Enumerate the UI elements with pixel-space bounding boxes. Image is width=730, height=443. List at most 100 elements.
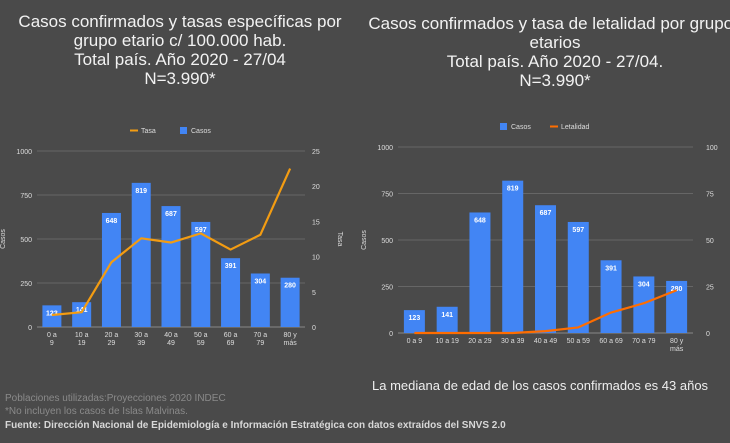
y-tick-label: 0 xyxy=(389,331,393,338)
y-tick-label: 500 xyxy=(381,238,393,245)
y-tick-label: 250 xyxy=(381,285,393,292)
bar xyxy=(535,205,556,333)
legend-label: Tasa xyxy=(141,128,156,135)
bar-data-label: 819 xyxy=(507,186,519,193)
bar-data-label: 648 xyxy=(106,218,118,225)
x-tick-label: 20 a 29 xyxy=(468,338,491,345)
bar-data-label: 597 xyxy=(572,227,584,234)
bar xyxy=(72,302,92,327)
y2-tick-label: 0 xyxy=(706,331,710,338)
title-line: Casos confirmados y tasas específicas po… xyxy=(18,12,342,31)
x-tick-label: 29 xyxy=(108,340,116,347)
bar-data-label: 648 xyxy=(474,217,486,224)
bar xyxy=(403,310,425,333)
line-series-letalidad xyxy=(414,289,678,335)
y-tick-label: 750 xyxy=(20,193,32,200)
legend-label: Casos xyxy=(191,128,211,135)
x-tick-label: 40 a 49 xyxy=(534,338,557,345)
x-tick-label: 60 a xyxy=(224,332,238,339)
y2-tick-label: 5 xyxy=(312,290,316,297)
legend-label: Letalidad xyxy=(561,124,590,131)
y2-tick-label: 25 xyxy=(706,285,714,292)
x-tick-label: 50 a 59 xyxy=(567,338,590,345)
y2-tick-label: 75 xyxy=(706,192,714,199)
bar-data-label: 597 xyxy=(195,227,207,234)
x-tick-label: 19 xyxy=(78,340,86,347)
title-line: Total país. Año 2020 - 27/04. xyxy=(446,52,664,71)
title-line: grupo etario c/ 100.000 hab. xyxy=(73,31,287,50)
y-axis-label: Casos xyxy=(0,229,7,249)
right-chart-title: Casos confirmados y tasa de letalidad po… xyxy=(365,14,730,90)
y2-tick-label: 100 xyxy=(706,145,718,152)
bar-data-label: 687 xyxy=(165,211,177,218)
bar xyxy=(436,306,458,333)
legend-label: Casos xyxy=(511,124,531,131)
x-tick-label: 0 a 9 xyxy=(407,338,423,345)
bar xyxy=(221,258,241,327)
bar xyxy=(567,221,589,333)
x-tick-label: más xyxy=(283,340,297,347)
bar xyxy=(131,182,151,327)
x-tick-label: 80 y xyxy=(283,332,297,339)
bar-data-label: 123 xyxy=(409,315,421,322)
median-note: La mediana de edad de los casos confirma… xyxy=(372,378,709,393)
x-tick-label: 10 a xyxy=(75,332,89,339)
left-chart-title: Casos confirmados y tasas específicas po… xyxy=(0,12,360,88)
x-tick-label: 0 a xyxy=(47,332,57,339)
line-series-tasa xyxy=(51,168,292,317)
bar xyxy=(469,212,491,333)
y-tick-label: 750 xyxy=(381,192,393,199)
title-line: Casos confirmados y tasa de letalidad po… xyxy=(368,14,730,33)
x-tick-label: 70 a xyxy=(254,332,268,339)
title-line: Total país. Año 2020 - 27/04 xyxy=(74,50,286,69)
y-axis-label: Casos xyxy=(361,230,368,250)
bar-data-label: 280 xyxy=(671,286,683,293)
malvinas-note: *No incluyen los casos de Islas Malvinas… xyxy=(5,406,188,417)
bar-data-label: 391 xyxy=(605,265,617,272)
x-tick-label: más xyxy=(670,346,684,353)
y2-axis-label: Tasa xyxy=(336,232,343,247)
y-tick-label: 250 xyxy=(20,281,32,288)
x-tick-label: 49 xyxy=(167,340,175,347)
title-line: N=3.990* xyxy=(144,69,216,88)
x-tick-label: 30 a 39 xyxy=(501,338,524,345)
bar-data-label: 819 xyxy=(135,188,147,195)
bar xyxy=(280,277,300,327)
y2-tick-label: 15 xyxy=(312,219,320,226)
y-tick-label: 1000 xyxy=(16,149,32,156)
x-tick-label: 9 xyxy=(50,340,54,347)
x-tick-label: 40 a xyxy=(164,332,178,339)
x-tick-label: 20 a xyxy=(105,332,119,339)
population-note: Poblaciones utilizadas:Proyecciones 2020… xyxy=(5,393,226,404)
bar xyxy=(101,212,121,327)
x-tick-label: 80 y xyxy=(670,338,684,345)
y2-tick-label: 0 xyxy=(312,325,316,332)
x-tick-label: 69 xyxy=(227,340,235,347)
bar xyxy=(191,221,211,327)
y-tick-label: 0 xyxy=(28,325,32,332)
bar xyxy=(42,305,62,327)
title-line: N=3.990* xyxy=(519,71,591,90)
bar-data-label: 687 xyxy=(540,210,552,217)
bar xyxy=(161,206,181,327)
bar xyxy=(502,180,524,333)
bar-data-label: 304 xyxy=(638,281,650,288)
bar xyxy=(250,273,270,327)
bar-data-label: 123 xyxy=(46,310,58,317)
y-tick-label: 1000 xyxy=(377,145,393,152)
source-note: Fuente: Dirección Nacional de Epidemiolo… xyxy=(5,420,506,431)
bar-data-label: 391 xyxy=(225,263,237,270)
bar xyxy=(633,276,655,333)
y2-tick-label: 50 xyxy=(706,238,714,245)
title-line: etarios xyxy=(529,33,581,52)
y2-tick-label: 10 xyxy=(312,255,320,262)
x-tick-label: 59 xyxy=(197,340,205,347)
bar-data-label: 304 xyxy=(254,278,266,285)
x-tick-label: 39 xyxy=(137,340,145,347)
y-tick-label: 500 xyxy=(20,237,32,244)
legend-swatch-bar xyxy=(500,123,507,130)
y2-tick-label: 20 xyxy=(312,184,320,191)
x-tick-label: 70 a 79 xyxy=(632,338,655,345)
y2-tick-label: 25 xyxy=(312,149,320,156)
